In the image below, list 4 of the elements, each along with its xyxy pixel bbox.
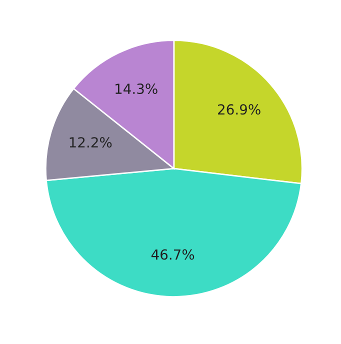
data-label: 14.3% bbox=[116, 84, 158, 94]
data-label: 46.7% bbox=[151, 249, 194, 260]
data-label: 26.9% bbox=[218, 104, 260, 115]
data-label: 12.2% bbox=[70, 137, 112, 148]
